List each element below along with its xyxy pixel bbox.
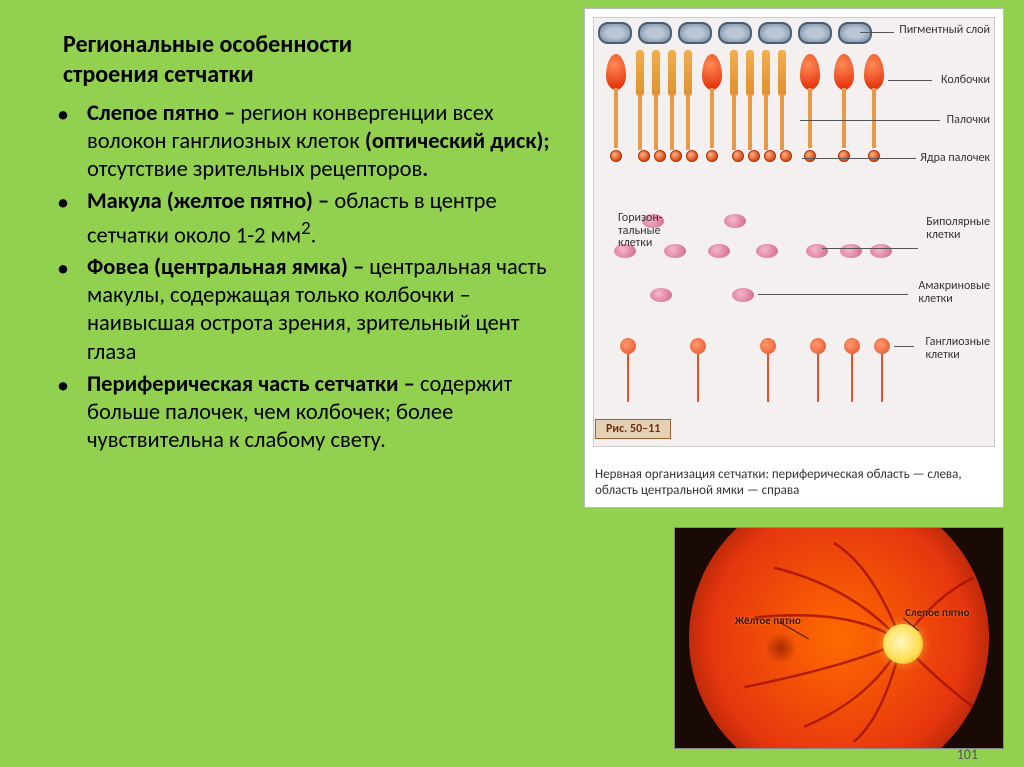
diagram-canvas: Пигментный слой Колбочки Палочки Ядра па…	[593, 17, 995, 447]
lead: Слепое пятно –	[87, 100, 240, 127]
nucleus-icon	[780, 150, 792, 162]
pigment-cell	[798, 22, 832, 44]
nucleus-icon	[868, 150, 880, 162]
figure-caption: Нервная организация сетчатки: перифериче…	[595, 467, 993, 500]
pigment-cell	[758, 22, 792, 44]
nucleus-icon	[686, 150, 698, 162]
label-cones: Колбочки	[941, 74, 990, 87]
label-rods: Палочки	[947, 114, 990, 127]
tail: .	[422, 156, 428, 183]
lead: Макула (желтое пятно) –	[87, 188, 334, 215]
leader-line	[894, 346, 914, 347]
nucleus-icon	[670, 150, 682, 162]
retina-diagram: Пигментный слой Колбочки Палочки Ядра па…	[584, 8, 1004, 508]
pigment-cell	[718, 22, 752, 44]
bullet-fovea: Фовеа (центральная ямка) – центральная ч…	[35, 254, 555, 367]
rod-icon	[684, 50, 692, 96]
pigment-cell	[638, 22, 672, 44]
pigment-cell	[838, 22, 872, 44]
bullet-blind-spot: Слепое пятно – регион конвергенции всех …	[35, 100, 555, 184]
rod-icon	[762, 50, 770, 96]
axon-icon	[881, 354, 883, 402]
nucleus-icon	[804, 150, 816, 162]
bipolar-cell-icon	[756, 244, 778, 258]
txt2: .	[311, 222, 317, 249]
bullet-list: Слепое пятно – регион конвергенции всех …	[35, 100, 555, 455]
label-bipolar: Биполярные клетки	[926, 216, 990, 241]
fundus-photo: Жёлтое пятно Слепое пятно	[674, 527, 1004, 749]
nucleus-icon	[732, 150, 744, 162]
vessels-icon	[675, 528, 1003, 749]
figure-number: Рис. 50–11	[595, 419, 671, 439]
horizontal-cell-icon	[724, 214, 746, 228]
cone-icon	[834, 54, 854, 90]
nucleus-icon	[764, 150, 776, 162]
bipolar-cell-icon	[806, 244, 828, 258]
leader-line	[822, 248, 918, 249]
amacrine-cell-icon	[732, 288, 754, 302]
leader-line	[758, 294, 908, 295]
axon-icon	[851, 354, 853, 402]
axon-icon	[627, 354, 629, 402]
label-yellow-spot: Жёлтое пятно	[735, 614, 801, 627]
cone-icon	[702, 54, 722, 90]
pigment-cell	[598, 22, 632, 44]
rod-icon	[668, 50, 676, 96]
cone-icon	[800, 54, 820, 90]
page-number: 101	[957, 746, 978, 763]
axon-icon	[817, 354, 819, 402]
label-amacrine: Амакриновые клетки	[918, 280, 990, 305]
slide-heading: Региональные особенности строения сетчат…	[35, 30, 555, 90]
label-horizontal: Горизон- тальные клетки	[618, 212, 662, 250]
macula-spot-icon	[765, 632, 797, 664]
rod-icon	[730, 50, 738, 96]
ganglion-cell-icon	[874, 338, 890, 354]
pigment-cell	[678, 22, 712, 44]
ganglion-cell-icon	[620, 338, 636, 354]
leader-line	[800, 120, 940, 121]
cone-icon	[864, 54, 884, 90]
amacrine-cell-icon	[650, 288, 672, 302]
label-rod-nuclei: Ядра палочек	[920, 152, 990, 165]
rod-icon	[778, 50, 786, 96]
label-blind-spot: Слепое пятно	[905, 606, 970, 619]
txt2: отсутствие зрительных рецепторов	[87, 156, 422, 183]
rod-icon	[746, 50, 754, 96]
leader-line	[802, 158, 916, 159]
text-column: Региональные особенности строения сетчат…	[35, 30, 555, 459]
bullet-macula: Макула (желтое пятно) – область в центре…	[35, 188, 555, 250]
bipolar-cell-icon	[664, 244, 686, 258]
heading-line2: строения сетчатки	[63, 60, 254, 89]
rod-icon	[636, 50, 644, 96]
ganglion-cell-icon	[760, 338, 776, 354]
label-ganglion: Ганглиозные клетки	[925, 336, 990, 361]
ganglion-cell-icon	[690, 338, 706, 354]
sup: 2	[301, 217, 311, 240]
nucleus-icon	[838, 150, 850, 162]
leader-line	[860, 32, 894, 33]
bipolar-cell-icon	[840, 244, 862, 258]
nucleus-icon	[748, 150, 760, 162]
cone-icon	[606, 54, 626, 90]
ganglion-cell-icon	[810, 338, 826, 354]
heading-line1: Региональные особенности	[63, 30, 352, 59]
paren: (оптический диск);	[365, 128, 550, 155]
bipolar-cell-icon	[870, 244, 892, 258]
leader-line	[888, 80, 932, 81]
ganglion-cell-icon	[844, 338, 860, 354]
nucleus-icon	[654, 150, 666, 162]
axon-icon	[697, 354, 699, 402]
nucleus-icon	[706, 150, 718, 162]
nucleus-icon	[610, 150, 622, 162]
lead: Периферическая часть сетчатки –	[87, 371, 420, 398]
rod-icon	[652, 50, 660, 96]
nucleus-icon	[638, 150, 650, 162]
axon-icon	[767, 354, 769, 402]
lead: Фовеа (центральная ямка) –	[87, 254, 369, 281]
label-pigment: Пигментный слой	[899, 24, 990, 37]
bullet-peripheral: Периферическая часть сетчатки – содержит…	[35, 371, 555, 455]
bipolar-cell-icon	[708, 244, 730, 258]
